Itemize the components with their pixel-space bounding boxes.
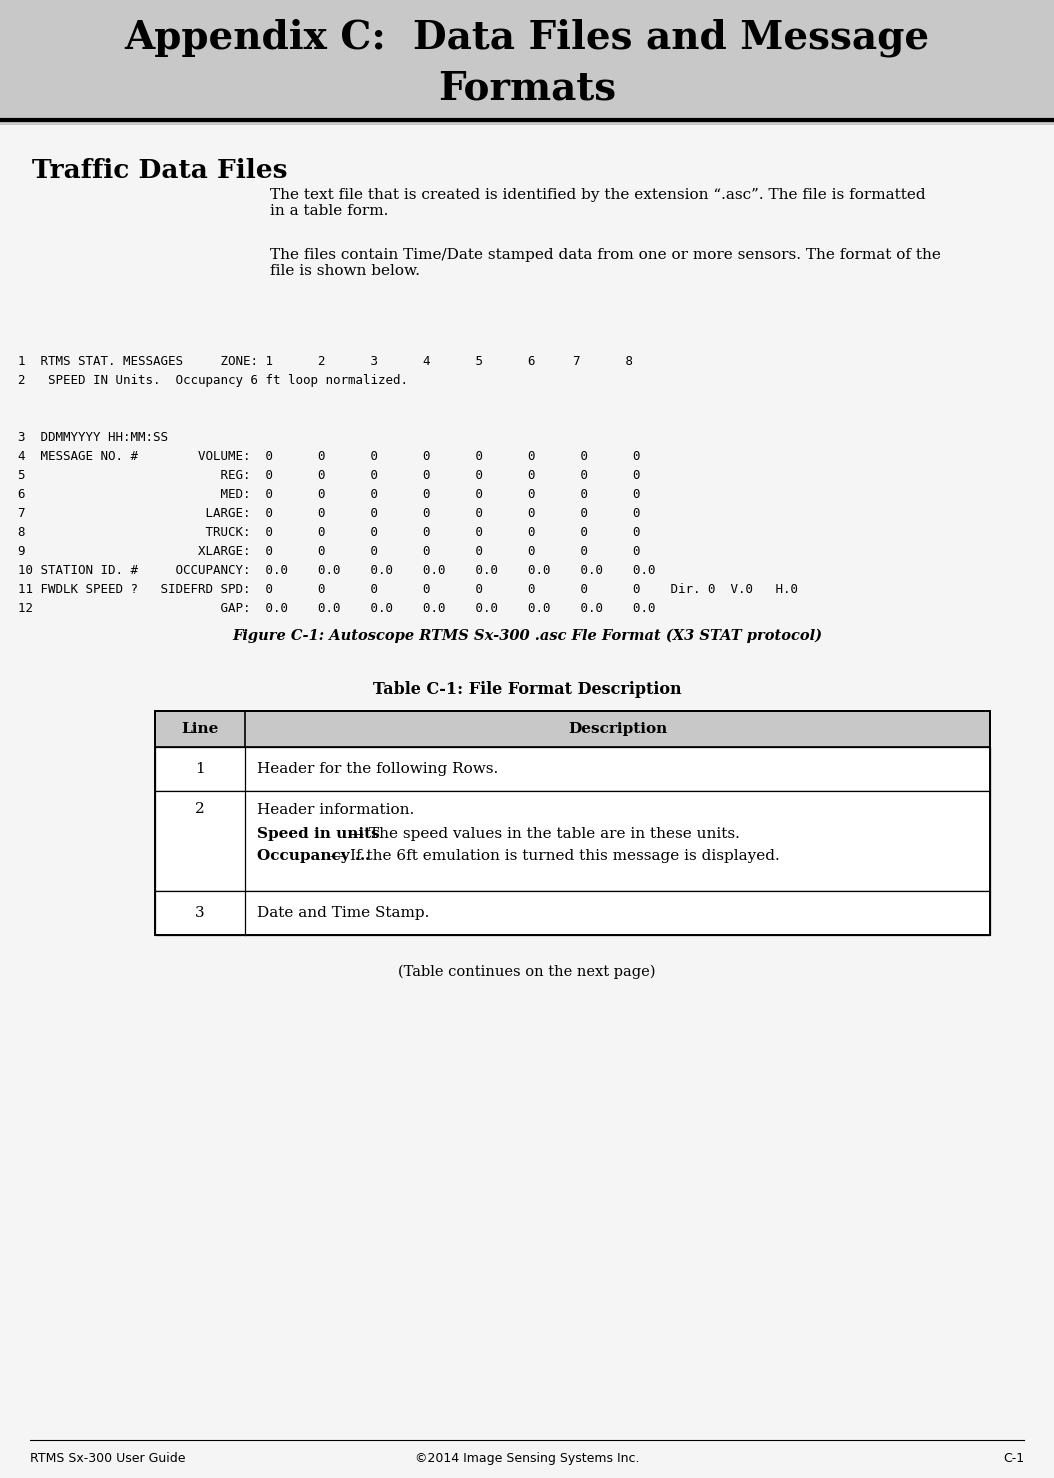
Text: 4  MESSAGE NO. #        VOLUME:  0      0      0      0      0      0      0    : 4 MESSAGE NO. # VOLUME: 0 0 0 0 0 0 0	[18, 449, 641, 463]
Text: Date and Time Stamp.: Date and Time Stamp.	[257, 906, 429, 919]
Text: 1: 1	[195, 763, 204, 776]
Bar	[155, 791, 990, 891]
Text: — If the 6ft emulation is turned this message is displayed.: — If the 6ft emulation is turned this me…	[326, 848, 780, 863]
Text: 1  RTMS STAT. MESSAGES     ZONE: 1      2      3      4      5      6     7     : 1 RTMS STAT. MESSAGES ZONE: 1 2 3 4 5 6 …	[18, 355, 633, 368]
Bar	[155, 746, 990, 791]
Text: Traffic Data Files: Traffic Data Files	[32, 158, 288, 183]
Text: Header information.: Header information.	[257, 803, 414, 817]
Text: Formats: Formats	[438, 69, 616, 106]
Text: 10 STATION ID. #     OCCUPANCY:  0.0    0.0    0.0    0.0    0.0    0.0    0.0  : 10 STATION ID. # OCCUPANCY: 0.0 0.0 0.0 …	[18, 565, 656, 576]
Text: Appendix C:  Data Files and Message: Appendix C: Data Files and Message	[124, 19, 930, 58]
Text: (Table continues on the next page): (Table continues on the next page)	[398, 965, 656, 980]
Text: 11 FWDLK SPEED ?   SIDEFRD SPD:  0      0      0      0      0      0      0    : 11 FWDLK SPEED ? SIDEFRD SPD: 0 0 0 0 0 …	[18, 582, 798, 596]
Text: C-1: C-1	[1002, 1451, 1024, 1465]
Bar	[0, 0, 1054, 126]
Bar	[155, 711, 990, 936]
Text: RTMS Sx-300 User Guide: RTMS Sx-300 User Guide	[30, 1451, 186, 1465]
Text: Speed in units: Speed in units	[257, 828, 379, 841]
Text: 12                         GAP:  0.0    0.0    0.0    0.0    0.0    0.0    0.0  : 12 GAP: 0.0 0.0 0.0 0.0 0.0 0.0 0.0	[18, 602, 656, 615]
Text: 2   SPEED IN Units.  Occupancy 6 ft loop normalized.: 2 SPEED IN Units. Occupancy 6 ft loop no…	[18, 374, 408, 387]
Text: Occupancy …: Occupancy …	[257, 848, 370, 863]
Text: — The speed values in the table are in these units.: — The speed values in the table are in t…	[344, 828, 740, 841]
Text: 8                        TRUCK:  0      0      0      0      0      0      0    : 8 TRUCK: 0 0 0 0 0 0 0	[18, 526, 641, 539]
Text: 2: 2	[195, 803, 204, 816]
Text: ©2014 Image Sensing Systems Inc.: ©2014 Image Sensing Systems Inc.	[415, 1451, 639, 1465]
Text: 7                        LARGE:  0      0      0      0      0      0      0    : 7 LARGE: 0 0 0 0 0 0 0	[18, 507, 641, 520]
Bar	[155, 711, 990, 746]
Bar	[155, 891, 990, 936]
Text: 3  DDMMYYYY HH:MM:SS: 3 DDMMYYYY HH:MM:SS	[18, 432, 168, 443]
Text: 6                          MED:  0      0      0      0      0      0      0    : 6 MED: 0 0 0 0 0 0 0	[18, 488, 641, 501]
Text: 9                       XLARGE:  0      0      0      0      0      0      0    : 9 XLARGE: 0 0 0 0 0 0 0	[18, 545, 641, 559]
Text: 5                          REG:  0      0      0      0      0      0      0    : 5 REG: 0 0 0 0 0 0 0	[18, 469, 641, 482]
Text: Line: Line	[181, 721, 218, 736]
Text: Description: Description	[568, 721, 667, 736]
Text: The files contain Time/Date stamped data from one or more sensors. The format of: The files contain Time/Date stamped data…	[270, 248, 941, 278]
Text: Figure C-1: Autoscope RTMS Sx-300 .asc Fle Format (X3 STAT protocol): Figure C-1: Autoscope RTMS Sx-300 .asc F…	[232, 630, 822, 643]
Text: Table C-1: File Format Description: Table C-1: File Format Description	[373, 681, 681, 698]
Text: Header for the following Rows.: Header for the following Rows.	[257, 763, 499, 776]
Text: 3: 3	[195, 906, 204, 919]
Text: The text file that is created is identified by the extension “.asc”. The file is: The text file that is created is identif…	[270, 188, 925, 219]
